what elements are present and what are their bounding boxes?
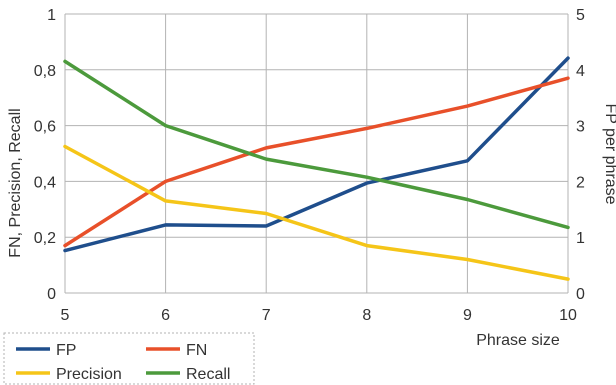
- series-line-fp: [63, 56, 570, 253]
- legend-label-fp: FP: [56, 342, 76, 359]
- legend-box: [3, 332, 255, 385]
- y-left-tick-label: 0,8: [34, 63, 56, 80]
- x-tick-label: 8: [362, 307, 371, 324]
- legend-label-precision: Precision: [56, 366, 122, 383]
- y-left-tick-label: 1: [47, 7, 56, 24]
- x-tick-label: 6: [161, 307, 170, 324]
- y-right-tick-label: 4: [576, 63, 585, 80]
- y-right-tick-label: 5: [576, 7, 585, 24]
- legend-label-fn: FN: [186, 342, 207, 359]
- series-line-precision: [63, 144, 570, 281]
- y-right-axis-label: FP per phrase: [602, 103, 616, 204]
- x-tick-label: 9: [463, 307, 472, 324]
- y-left-axis-label: FN, Precision, Recall: [7, 108, 24, 257]
- series-lines: [63, 56, 570, 281]
- y-right-tick-label: 1: [576, 230, 585, 247]
- legend: FP FN Precision Recall: [3, 332, 255, 385]
- legend-label-recall: Recall: [186, 366, 230, 383]
- y-left-tick-label: 0,2: [34, 230, 56, 247]
- series-line-fn: [63, 76, 570, 248]
- grid-lines: [64, 13, 569, 294]
- axes: [64, 14, 569, 294]
- x-axis-label: Phrase size: [476, 332, 560, 349]
- series-line-recall: [63, 59, 570, 230]
- x-tick-label: 7: [262, 307, 271, 324]
- x-tick-label: 10: [559, 307, 577, 324]
- y-right-tick-label: 2: [576, 174, 585, 191]
- y-right-tick-label: 0: [576, 286, 585, 303]
- y-left-tick-label: 0,6: [34, 119, 56, 136]
- y-left-tick-label: 0,4: [34, 174, 56, 191]
- y-right-tick-label: 3: [576, 119, 585, 136]
- y-left-tick-label: 0: [47, 286, 56, 303]
- tick-labels: 0 0 0,2 1 0,4 2 0,6 3 0,8 4 1 5 5 6 7 8 9 10: [34, 7, 585, 324]
- x-tick-label: 5: [61, 307, 70, 324]
